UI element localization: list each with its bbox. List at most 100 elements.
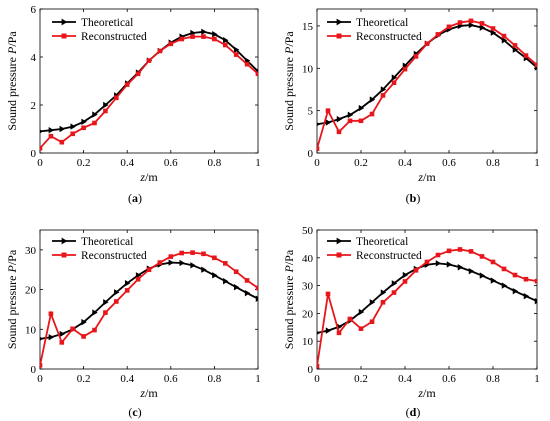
reconstructed-point — [512, 272, 518, 278]
theoretical-point — [435, 260, 442, 267]
theoretical-point — [358, 308, 365, 316]
legend-marker — [336, 18, 343, 26]
legend-label-theoretical: Theoretical — [81, 17, 133, 29]
theoretical-point — [534, 297, 537, 305]
reconstructed-point — [233, 52, 239, 57]
theoretical-point — [380, 289, 387, 296]
reconstructed-point — [146, 58, 152, 63]
x-tick-label: 1 — [255, 373, 261, 385]
y-tick-label: 4 — [31, 52, 37, 64]
reconstructed-point — [391, 80, 397, 85]
legend: Theoretical Reconstructed — [327, 17, 422, 43]
theoretical-point — [358, 104, 365, 112]
reconstructed-point — [413, 268, 419, 273]
reconstructed-point — [179, 36, 184, 42]
reconstructed-point — [457, 247, 463, 252]
reconstructed-point — [168, 254, 174, 259]
reconstructed-point — [347, 118, 353, 124]
x-tick-label: 0 — [37, 157, 43, 169]
x-axis-label: z/m — [139, 170, 158, 184]
theoretical-point — [48, 334, 55, 341]
reconstructed-point — [124, 288, 130, 293]
x-tick-label: 0 — [37, 373, 43, 385]
theoretical-point — [457, 264, 464, 271]
reconstructed-point — [135, 71, 141, 77]
theoretical-point — [523, 292, 530, 300]
reconstructed-point — [523, 276, 529, 282]
theoretical-point — [233, 283, 240, 291]
x-tick-label: 0.2 — [354, 157, 368, 169]
reconstructed-point — [468, 249, 474, 254]
theoretical-point — [446, 261, 453, 268]
reconstructed-point — [369, 111, 375, 117]
reconstructed-point — [402, 279, 408, 284]
legend-marker — [61, 33, 67, 39]
theoretical-point — [48, 127, 55, 134]
legend: Theoretical Reconstructed — [52, 17, 147, 43]
x-tick-label: 0.8 — [208, 373, 222, 385]
reconstructed-point — [479, 254, 485, 259]
theoretical-point — [81, 118, 87, 125]
x-tick-label: 1 — [255, 157, 261, 169]
reconstructed-point — [358, 118, 364, 124]
legend-label-theoretical: Theoretical — [356, 17, 408, 29]
y-tick-label: 40 — [302, 253, 314, 265]
reconstructed-point — [157, 48, 163, 54]
reconstructed-point — [317, 363, 320, 369]
reconstructed-point — [114, 299, 119, 304]
x-tick-label: 0.2 — [354, 373, 368, 385]
x-axis-label: z/m — [139, 386, 158, 400]
reconstructed-point — [468, 18, 474, 24]
reconstructed-point — [212, 36, 217, 42]
reconstructed-point — [413, 54, 419, 59]
x-tick-label: 0.8 — [208, 157, 222, 169]
y-axis-label: Sound pressure P/Pa — [282, 249, 296, 349]
reconstructed-point — [103, 108, 108, 114]
theoretical-point — [512, 287, 519, 295]
x-tick-label: 0.4 — [398, 373, 412, 385]
legend-marker — [61, 252, 67, 258]
y-axis-label: Sound pressure P/Pa — [282, 31, 296, 131]
theoretical-point — [479, 272, 486, 279]
panel-caption: (b) — [406, 191, 421, 205]
plot-area — [317, 18, 537, 152]
reconstructed-point — [380, 299, 386, 305]
reconstructed-point — [317, 146, 320, 152]
theoretical-point — [40, 336, 44, 341]
theoretical-point — [317, 330, 321, 335]
reconstructed-point — [48, 133, 54, 139]
x-axis-label: z/m — [417, 170, 436, 184]
axes-frame — [39, 229, 259, 370]
reconstructed-point — [157, 260, 163, 265]
theoretical-point — [201, 266, 207, 273]
reconstructed-point — [446, 248, 452, 254]
reconstructed-point — [490, 259, 496, 265]
reconstructed-point — [369, 319, 375, 325]
x-tick-label: 0.6 — [442, 157, 456, 169]
theoretical-point — [490, 277, 497, 284]
theoretical-point — [40, 129, 44, 134]
legend: Theoretical Reconstructed — [52, 236, 147, 262]
theoretical-point — [490, 29, 497, 36]
theoretical-point — [325, 327, 332, 334]
y-tick-label: 10 — [25, 324, 37, 336]
theoretical-point — [501, 282, 508, 289]
reconstructed-point — [146, 267, 152, 273]
panel-caption: (d) — [406, 405, 421, 419]
reconstructed-point — [255, 71, 258, 77]
reconstructed-point — [336, 330, 342, 336]
theoretical-point — [92, 309, 98, 316]
theoretical-point — [369, 96, 376, 103]
y-tick-label: 15 — [302, 21, 314, 33]
reconstructed-point — [103, 310, 108, 315]
reconstructed-point — [81, 125, 86, 131]
x-tick-label: 0.4 — [398, 157, 412, 169]
reconstructed-point — [424, 259, 430, 265]
reconstructed-point — [512, 43, 518, 48]
reconstructed-point — [534, 62, 537, 68]
x-tick-label: 0 — [314, 157, 320, 169]
x-tick-label: 1 — [534, 373, 540, 385]
x-tick-label: 0.6 — [164, 157, 178, 169]
reconstructed-point — [190, 250, 195, 255]
